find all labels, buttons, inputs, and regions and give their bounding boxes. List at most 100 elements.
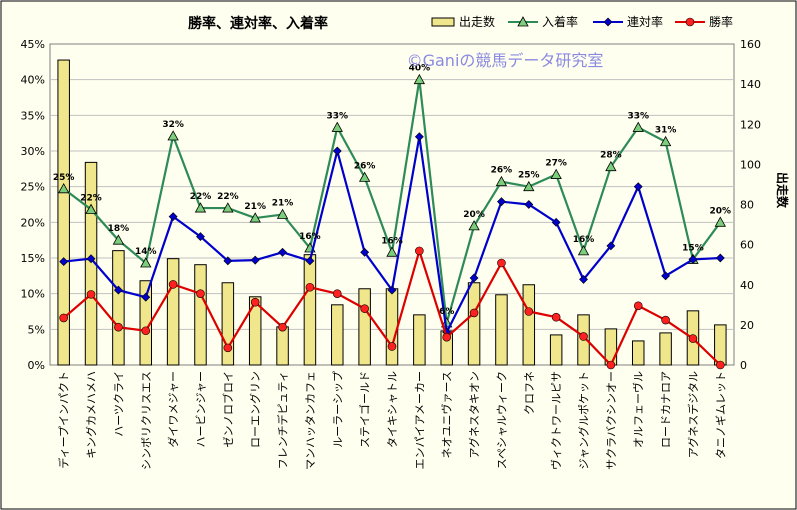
data-point bbox=[387, 285, 397, 295]
y-tick-label: 10% bbox=[21, 288, 45, 301]
y-tick-label: 15% bbox=[21, 252, 45, 265]
y2-tick-label: 80 bbox=[740, 199, 754, 212]
data-label: 6% bbox=[439, 307, 454, 317]
data-point bbox=[551, 312, 561, 322]
data-label: 21% bbox=[272, 198, 294, 208]
data-label: 16% bbox=[299, 232, 321, 242]
data-point bbox=[305, 282, 315, 292]
data-label: 20% bbox=[710, 206, 732, 216]
data-point bbox=[250, 297, 260, 307]
data-point bbox=[112, 234, 125, 245]
data-label: 14% bbox=[135, 247, 157, 257]
data-point bbox=[577, 245, 590, 256]
data-point bbox=[59, 313, 68, 323]
data-label: 22% bbox=[190, 192, 212, 202]
data-label: 21% bbox=[244, 202, 266, 212]
x-tick-label: ジャングルポケット bbox=[577, 371, 591, 469]
y2-tick-label: 40 bbox=[740, 279, 754, 292]
data-point bbox=[387, 342, 397, 351]
data-labels-group: 25% 22% 18% 14% 32% 22% 22% 21% 21% 16% 33% 26% 16% 4… bbox=[53, 64, 731, 317]
data-point bbox=[114, 322, 123, 332]
x-tick-label: サクラバクシンオー bbox=[605, 371, 618, 470]
data-point bbox=[605, 160, 617, 172]
y2-tick-label: 140 bbox=[740, 78, 761, 91]
legend-label: 入着率 bbox=[542, 14, 578, 29]
data-point bbox=[276, 208, 289, 219]
x-tick-label: ルーラーシップ bbox=[331, 371, 344, 448]
x-tick-label: ゼンノロブロイ bbox=[221, 371, 235, 447]
data-point bbox=[250, 255, 260, 265]
data-label: 16% bbox=[573, 235, 595, 245]
data-label: 26% bbox=[491, 166, 513, 176]
y2-tick-label: 20 bbox=[740, 319, 754, 332]
data-point bbox=[688, 334, 698, 343]
bar bbox=[714, 324, 727, 366]
legend-marker bbox=[517, 16, 529, 27]
data-point bbox=[606, 241, 616, 251]
legend-label: 連対率 bbox=[627, 14, 663, 29]
y-tick-label: 5% bbox=[28, 323, 45, 336]
data-point bbox=[415, 246, 424, 256]
data-label: 32% bbox=[162, 120, 184, 130]
y-tick-label: 35% bbox=[21, 109, 45, 122]
data-label: 33% bbox=[627, 111, 649, 121]
data-label: 18% bbox=[108, 224, 130, 234]
data-point bbox=[168, 212, 178, 222]
data-label: 15% bbox=[682, 243, 704, 253]
legend-label: 出走数 bbox=[459, 14, 495, 29]
data-point bbox=[141, 326, 151, 336]
data-label: 22% bbox=[217, 192, 239, 202]
legend-marker bbox=[685, 17, 695, 27]
x-tick-label: エンパイアメーカー bbox=[413, 371, 426, 469]
legend: 出走数 入着率 連対率 勝率 bbox=[431, 14, 733, 29]
data-point bbox=[332, 289, 342, 298]
bar bbox=[522, 284, 536, 366]
data-point bbox=[413, 73, 426, 85]
bar bbox=[467, 282, 481, 366]
legend-item: 連対率 bbox=[593, 14, 663, 29]
data-label: 40% bbox=[409, 64, 431, 74]
data-point bbox=[58, 182, 70, 194]
axes-group: 0% 5% 10% 15% 20% 25% 30% 35% 40% 45% 0 20 40 60 80 100… bbox=[21, 38, 761, 470]
x-tick-label: アグネスデジタル bbox=[686, 371, 700, 458]
bar bbox=[112, 250, 125, 366]
data-point bbox=[524, 307, 534, 316]
data-point bbox=[579, 332, 588, 341]
data-point bbox=[633, 182, 643, 192]
data-point bbox=[196, 232, 205, 242]
legend-label: 勝率 bbox=[709, 14, 733, 29]
data-point bbox=[632, 121, 644, 132]
data-label: 33% bbox=[327, 111, 349, 121]
data-point bbox=[524, 200, 534, 209]
data-label: 22% bbox=[80, 193, 102, 203]
bar bbox=[495, 294, 508, 366]
data-label: 25% bbox=[53, 173, 75, 183]
data-point bbox=[495, 175, 508, 187]
x-tick-label: ディープインパクト bbox=[57, 371, 71, 469]
data-point bbox=[442, 332, 452, 342]
y-tick-label: 40% bbox=[21, 74, 45, 87]
legend-item: 入着率 bbox=[508, 14, 578, 29]
data-label: 25% bbox=[518, 171, 540, 181]
y2-tick-label: 120 bbox=[740, 118, 761, 131]
bar bbox=[413, 314, 426, 366]
bar bbox=[385, 288, 399, 366]
y2-tick-label: 160 bbox=[740, 38, 761, 51]
data-point bbox=[688, 255, 698, 264]
bar bbox=[276, 326, 289, 366]
data-label: 20% bbox=[463, 210, 485, 220]
data-label: 31% bbox=[655, 126, 677, 136]
data-label: 28% bbox=[600, 151, 622, 161]
data-point bbox=[358, 171, 371, 182]
data-point bbox=[633, 301, 643, 311]
data-point bbox=[469, 308, 479, 318]
data-point bbox=[468, 220, 480, 231]
data-point bbox=[331, 121, 343, 132]
data-point bbox=[332, 146, 342, 156]
data-label: 26% bbox=[354, 161, 376, 171]
data-point bbox=[168, 280, 178, 289]
y2-axis-label: 出走数 bbox=[775, 172, 790, 209]
data-point bbox=[523, 180, 535, 192]
bar bbox=[549, 334, 563, 366]
